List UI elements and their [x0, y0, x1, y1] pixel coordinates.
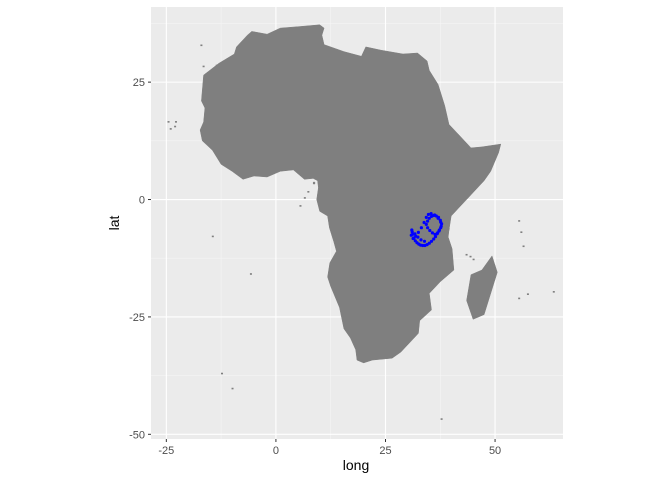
- small-island: [299, 205, 302, 207]
- data-point: [422, 239, 427, 243]
- small-island: [249, 273, 252, 275]
- data-point: [422, 220, 426, 225]
- small-island: [231, 387, 234, 390]
- island-madagascar: [466, 255, 498, 320]
- data-point: [432, 237, 436, 241]
- africa-landmass: [199, 24, 502, 364]
- data-point: [419, 238, 423, 242]
- small-island: [211, 235, 214, 238]
- data-point: [436, 216, 440, 220]
- x-tick-label: -25: [158, 445, 174, 457]
- y-tick-label: -25: [129, 312, 145, 324]
- small-island: [303, 197, 306, 199]
- small-island: [200, 44, 203, 47]
- small-island: [472, 258, 475, 261]
- data-point: [436, 231, 440, 235]
- data-point: [419, 226, 423, 230]
- small-island: [520, 231, 523, 233]
- small-island: [215, 64, 218, 67]
- data-point: [424, 215, 428, 219]
- data-point: [427, 216, 431, 220]
- small-island: [174, 125, 177, 128]
- x-tick-label: 50: [489, 445, 501, 457]
- africa-outline: [199, 24, 502, 364]
- y-axis-ticks: 25 0 -25 -50: [129, 77, 151, 441]
- small-island: [518, 297, 521, 300]
- x-axis-ticks: -25 0 25 50: [158, 439, 501, 457]
- data-point: [428, 228, 432, 233]
- data-point: [439, 220, 443, 224]
- y-tick-label: 25: [133, 77, 145, 89]
- data-point: [416, 230, 420, 234]
- data-point: [426, 212, 430, 217]
- small-island: [169, 128, 172, 130]
- data-point: [424, 222, 428, 226]
- y-tick-label: 0: [139, 195, 145, 207]
- data-point: [426, 226, 430, 230]
- data-point: [429, 239, 434, 243]
- small-island: [221, 372, 224, 375]
- data-point: [430, 231, 434, 235]
- data-point: [429, 212, 433, 216]
- small-island: [174, 121, 177, 123]
- data-point: [429, 214, 434, 218]
- data-point: [433, 213, 437, 217]
- island-layer: [167, 44, 555, 420]
- small-island: [202, 65, 205, 68]
- data-point: [426, 219, 430, 223]
- small-island: [307, 191, 310, 193]
- x-tick-label: 0: [273, 445, 279, 457]
- island-bioko: [312, 181, 316, 185]
- data-point: [427, 241, 431, 245]
- data-point: [439, 224, 443, 228]
- data-point: [437, 228, 441, 232]
- data-point: [413, 232, 417, 236]
- small-island: [522, 245, 525, 248]
- small-island: [552, 291, 555, 293]
- data-point: [410, 230, 414, 234]
- small-island: [465, 253, 468, 256]
- data-point: [421, 243, 425, 248]
- data-point: [411, 236, 415, 241]
- scatter-points: [409, 212, 444, 248]
- small-island: [469, 255, 472, 258]
- y-tick-label: -50: [129, 429, 145, 441]
- small-island: [526, 293, 529, 295]
- y-axis-title: lat: [106, 216, 122, 231]
- data-point: [416, 235, 420, 239]
- small-island: [167, 121, 170, 123]
- small-island: [440, 418, 443, 420]
- x-axis-title: long: [343, 457, 369, 473]
- x-tick-label: 25: [379, 445, 391, 457]
- data-point: [409, 233, 413, 237]
- island-zanzibar: [447, 226, 450, 231]
- data-point: [433, 232, 437, 236]
- small-island: [518, 220, 521, 222]
